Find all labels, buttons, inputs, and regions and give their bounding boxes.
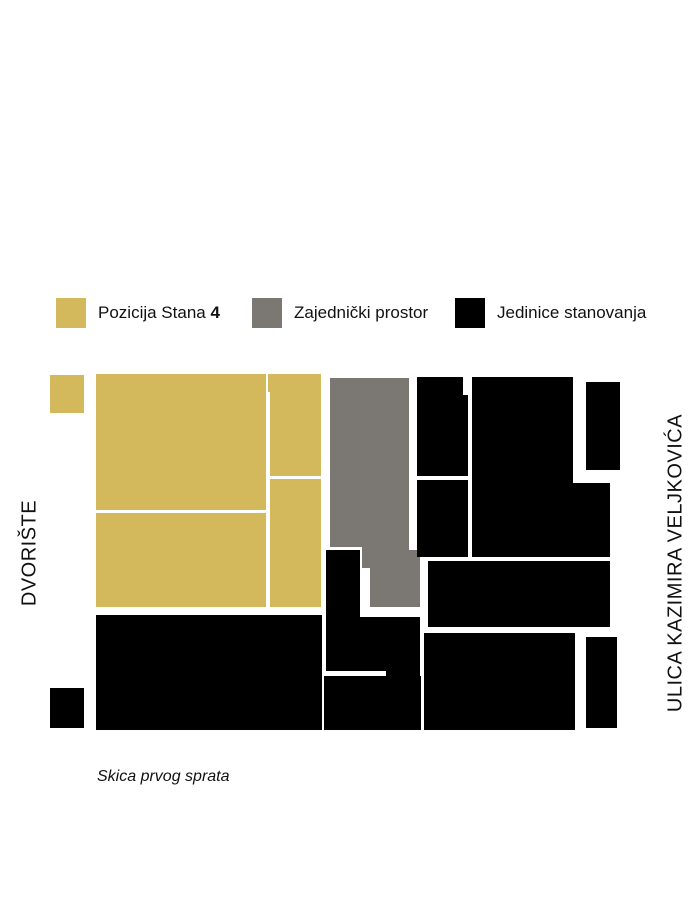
street-label: ULICA KAZIMIRA VELJKOVIĆA [664, 413, 687, 713]
residential-unit-top-large [472, 377, 610, 557]
legend-label-residential-units: Jedinice stanovanja [497, 303, 647, 322]
residential-unit-center [326, 550, 420, 683]
legend-swatch-residential-units [455, 298, 485, 328]
plan-caption: Skica prvog sprata [97, 768, 230, 785]
legend-swatch-common-space [252, 298, 282, 328]
residential-unit-mid-small [417, 480, 468, 557]
legend-residential-units: Jedinice stanovanja [455, 298, 646, 328]
apartment-4-room-4 [270, 479, 321, 607]
courtyard-block-yellow [50, 375, 84, 413]
apartment-4-room-3 [268, 374, 321, 476]
legend-label-apartment-4-text: Pozicija Stana [98, 303, 211, 322]
courtyard-block-black [50, 688, 84, 728]
residential-unit-top-small [417, 377, 468, 476]
residential-unit-center-bottom [324, 676, 421, 730]
legend-label-apartment-4: Pozicija Stana 4 [98, 303, 220, 323]
apartment-4-room-2 [96, 513, 266, 607]
legend-label-common-space: Zajednički prostor [294, 303, 429, 322]
legend-apartment-4: Pozicija Stana 4 [56, 298, 220, 328]
common-space-area [330, 378, 420, 607]
residential-unit-street-top [586, 382, 620, 470]
legend-common-space: Zajednički prostor [252, 298, 428, 328]
legend-label-apartment-4-number: 4 [210, 303, 220, 322]
residential-unit-bottom-right [424, 633, 575, 730]
residential-unit-street-bottom [586, 637, 617, 728]
courtyard-label: DVORIŠTE [18, 499, 41, 607]
residential-unit-large-left [96, 615, 322, 730]
apartment-4-room-1 [96, 374, 266, 510]
legend-swatch-apartment-4 [56, 298, 86, 328]
residential-unit-middle-band [428, 561, 610, 627]
